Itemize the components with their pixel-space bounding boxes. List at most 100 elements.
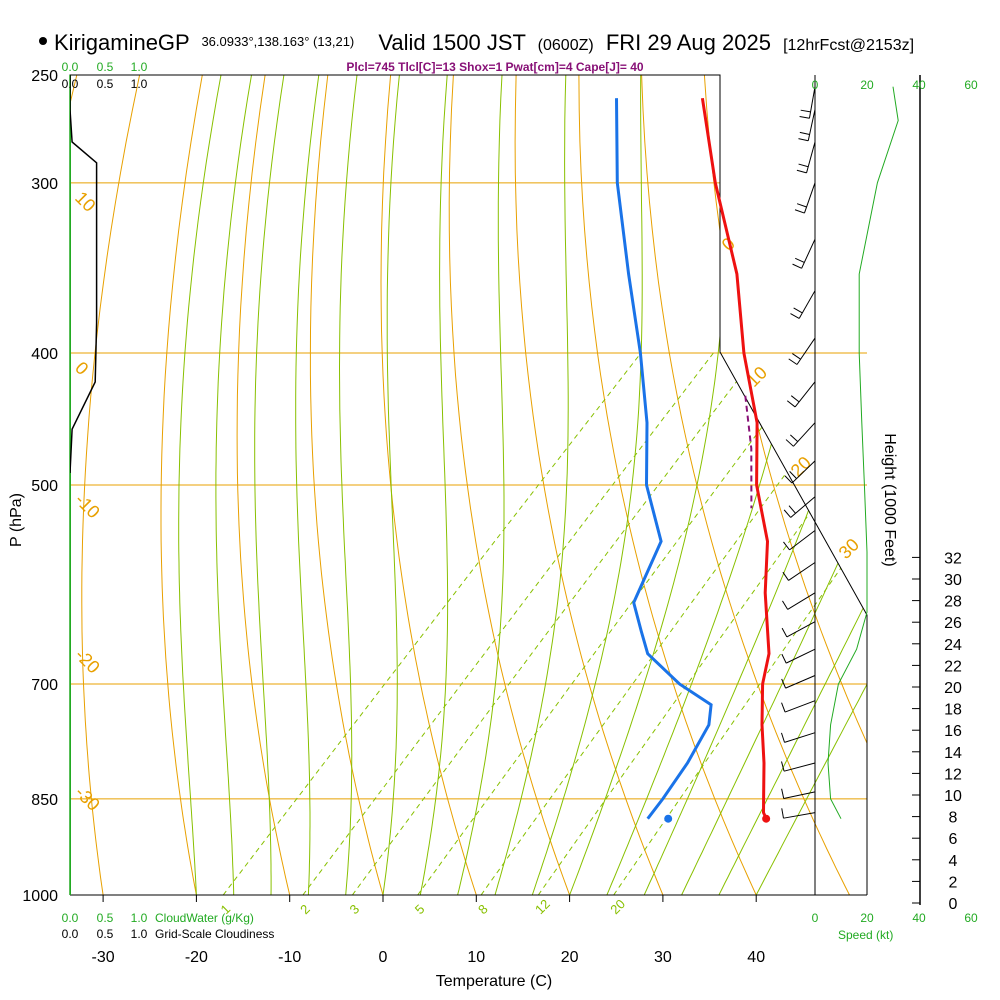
dry-adiabat-line [448,75,571,895]
wind-barb-flag [789,471,797,479]
dry-adiabat-line [160,75,203,895]
pressure-tick-label: 400 [31,346,58,363]
temperature-line [700,97,771,820]
wind-barb [786,381,816,408]
x-axis-label: Temperature (C) [436,973,552,990]
wind-barb [781,621,816,638]
wind-barb-flag [783,541,790,551]
wind-barb-flag [790,434,799,442]
speed-tick-top: 40 [912,78,926,92]
moist-adiabat-line [494,75,569,895]
dry-adiabat-line [578,75,757,895]
moist-adiabat-line [215,75,252,895]
site-name: KirigamineGP [54,30,189,55]
mixing-ratio-line [537,352,867,895]
wind-barb-flag [781,627,788,638]
wind-barb-flag [781,761,785,772]
wind-barb [798,109,816,142]
wind-barb [783,530,816,551]
wind-barb-flag [781,788,785,799]
wind-barb-flag [785,439,794,447]
dry-adiabat-label: 20 [787,453,815,481]
wind-barb [799,86,816,119]
wind-barb [785,422,816,447]
wind-barb [788,337,816,365]
moist-adiabat-line [457,75,505,895]
height-tick-label: 28 [944,594,962,611]
wind-barb-flag [800,109,811,113]
forecast-date: FRI 29 Aug 2025 [606,30,771,55]
moist-adiabat-line [681,75,867,895]
wind-panel [780,86,868,895]
pressure-tick-label: 500 [31,478,58,495]
wind-barb [796,141,816,174]
speed-axis-label: Speed (kt) [838,928,893,942]
moist-adiabat-line [531,75,643,895]
wind-barb-staff [798,290,816,319]
isobar-layer [70,74,867,896]
cloud-water-top-tick: 0.0 [62,60,79,74]
pressure-tick-label: 250 [31,68,58,85]
dry-adiabat-line [956,75,1000,895]
wind-barb-staff [785,648,816,664]
speed-tick-bottom: 40 [912,911,926,925]
wind-barb-staff [801,239,816,269]
speed-tick-top: 20 [860,78,874,92]
wind-barb-staff [785,675,816,689]
cloud-water-bottom-tick: 0.5 [97,911,114,925]
height-tick-label: 16 [944,723,962,740]
mixing-ratio-line [351,352,759,895]
wind-barb-staff [787,592,816,610]
wind-barb [781,700,816,713]
wind-barb-flag [794,209,805,214]
height-tick-label: 8 [949,810,958,827]
mixing-ratio-label: 3 [346,901,362,917]
wind-barb-flag [784,475,793,484]
height-tick-label: 6 [949,831,958,848]
wind-barb-flag [786,400,796,408]
chart-header: KirigamineGP 36.0933°,138.163° (13,21) V… [39,30,914,74]
forecast-run: [12hrFcst@2153z] [783,37,914,54]
temperature-tick-label: 30 [654,949,672,966]
dry-adiabat-label: 10 [71,188,99,216]
wind-barb-flag [781,808,784,819]
wind-barb [790,290,816,319]
speed-tick-bottom: 60 [964,911,978,925]
speed-tick-top: 0 [812,78,819,92]
height-axis-label: Height (1000 Feet) [881,433,898,566]
height-tick-label: 12 [944,766,962,783]
site-coords: 36.0933°,138.163° (13,21) [201,34,354,49]
wind-barb [794,182,816,214]
mixing-ratio-line [613,352,867,895]
cloudiness-profile [70,75,98,474]
mixing-ratio-label: 2 [297,901,313,917]
height-tick-label: 4 [949,853,958,870]
cloud-layer [70,75,98,895]
wind-barb-flag [788,505,796,514]
mixing-ratio-line [302,352,714,895]
wind-barb-flag [780,732,785,743]
wind-barb [782,562,816,581]
mixing-ratio-label: 12 [532,896,553,917]
valid-time: Valid 1500 JST [378,30,525,55]
wind-barb-staff [793,422,816,447]
wind-barb [792,239,816,269]
mixing-ratio-line [417,352,818,895]
pressure-ticks: 1000 850 700 500 400 300 250 [22,68,58,905]
wind-barb [780,732,816,743]
wind-barb-staff [803,182,816,214]
pressure-tick-label: 300 [31,176,58,193]
wind-barb-staff [791,460,816,484]
wind-barb-flag [796,169,807,174]
wind-barb-staff [807,109,816,141]
height-tick-label: 0 [949,896,958,913]
dry-adiabat-label: -20 [71,645,104,678]
wind-barb-staff [789,530,816,551]
dry-adiabat-label: 30 [835,535,863,563]
moist-adiabat-line [382,75,400,895]
wind-barb-staff [783,812,816,819]
dry-adiabat-line [309,75,384,895]
mixing-ratio-line [480,352,867,895]
